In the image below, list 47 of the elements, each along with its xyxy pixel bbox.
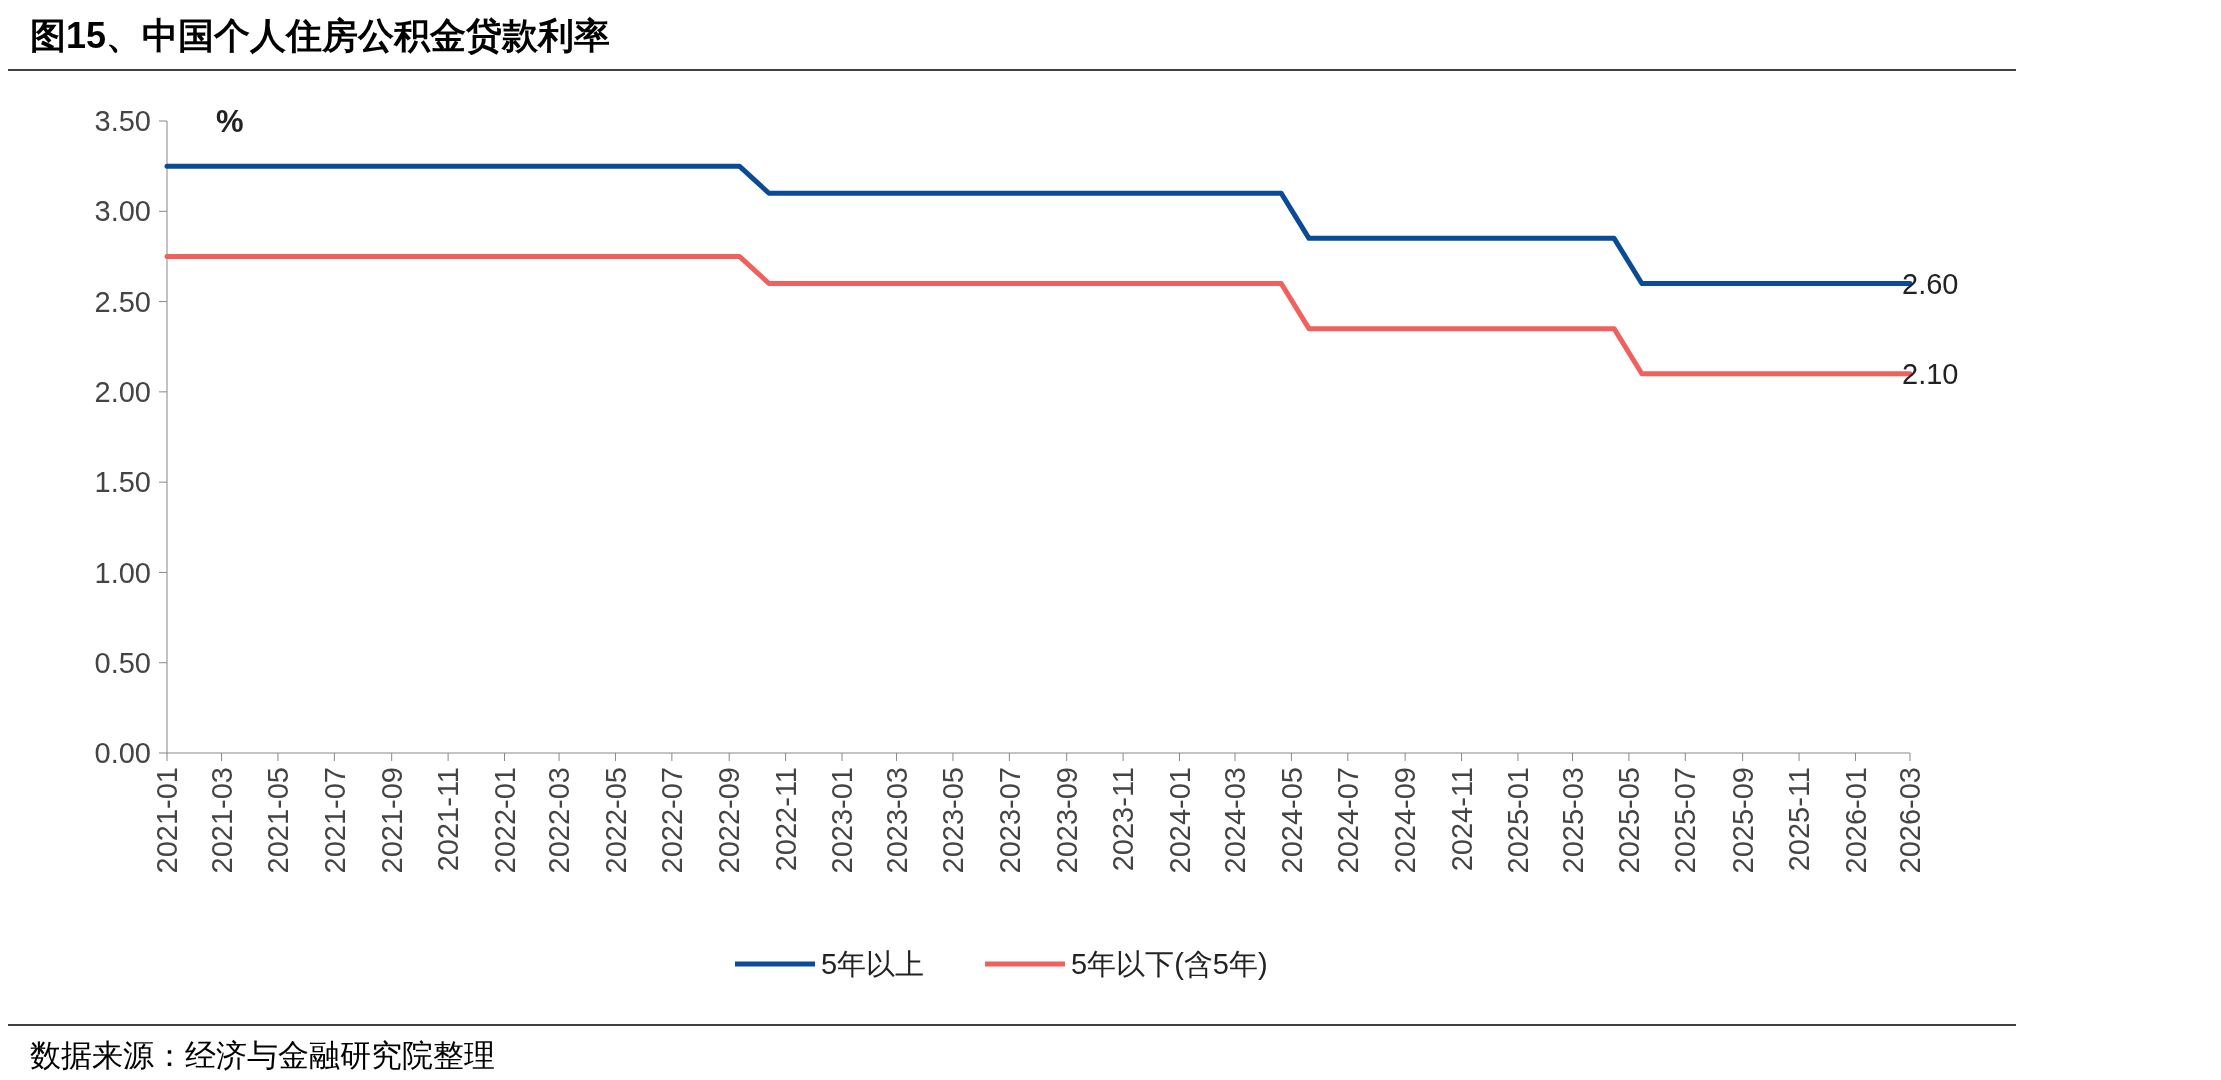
x-tick-label: 2023-03 (880, 767, 913, 874)
x-tick-label: 2022-03 (543, 767, 576, 874)
x-tick-label: 2022-01 (488, 767, 521, 874)
chart-title: 图15、中国个人住房公积金贷款利率 (30, 15, 611, 56)
y-tick-label: 3.00 (94, 195, 151, 228)
x-tick-label: 2025-01 (1502, 767, 1535, 874)
x-tick-label: 2023-07 (993, 767, 1026, 874)
x-tick-label: 2022-09 (713, 767, 746, 874)
x-tick-label: 2025-05 (1613, 767, 1646, 874)
x-tick-label: 2022-11 (769, 767, 802, 872)
x-tick-label: 2025-11 (1783, 767, 1816, 872)
x-tick-label: 2026-01 (1839, 767, 1872, 874)
x-tick-label: 2023-11 (1107, 767, 1140, 872)
legend-label: 5年以上 (821, 948, 925, 981)
x-tick-label: 2024-11 (1445, 767, 1478, 872)
x-tick-label: 2021-09 (375, 767, 408, 874)
x-tick-label: 2022-05 (599, 767, 632, 874)
x-tick-label: 2025-07 (1669, 767, 1702, 874)
x-tick-label: 2025-03 (1556, 767, 1589, 874)
y-tick-label: 2.50 (94, 285, 151, 318)
x-tick-label: 2025-09 (1726, 767, 1759, 874)
x-tick-label: 2021-01 (151, 767, 184, 874)
x-tick-label: 2022-07 (656, 767, 689, 874)
y-tick-label: 2.00 (94, 376, 151, 409)
data-label: 2.10 (1902, 357, 1959, 390)
x-tick-label: 2021-11 (432, 767, 465, 872)
y-tick-label: 0.00 (94, 737, 151, 770)
x-tick-label: 2021-03 (205, 767, 238, 874)
x-tick-label: 2021-05 (262, 767, 295, 874)
x-tick-label: 2023-09 (1050, 767, 1083, 874)
legend-label: 5年以下(含5年) (1071, 948, 1268, 981)
x-tick-label: 2023-01 (826, 767, 859, 874)
y-tick-label: 0.50 (94, 646, 151, 679)
x-tick-label: 2024-09 (1389, 767, 1422, 874)
x-tick-label: 2024-01 (1163, 767, 1196, 874)
x-tick-label: 2021-07 (318, 767, 351, 874)
y-axis-title: % (216, 104, 244, 139)
x-tick-label: 2024-05 (1275, 767, 1308, 874)
x-tick-label: 2026-03 (1894, 767, 1927, 874)
y-tick-label: 1.50 (94, 466, 151, 499)
y-tick-label: 3.50 (94, 105, 151, 138)
x-tick-label: 2024-03 (1219, 767, 1252, 874)
source-note: 数据来源：经济与金融研究院整理 (30, 1038, 495, 1073)
data-label: 2.60 (1902, 267, 1959, 300)
x-tick-label: 2023-05 (937, 767, 970, 874)
x-tick-label: 2024-07 (1331, 767, 1364, 874)
y-tick-label: 1.00 (94, 556, 151, 589)
